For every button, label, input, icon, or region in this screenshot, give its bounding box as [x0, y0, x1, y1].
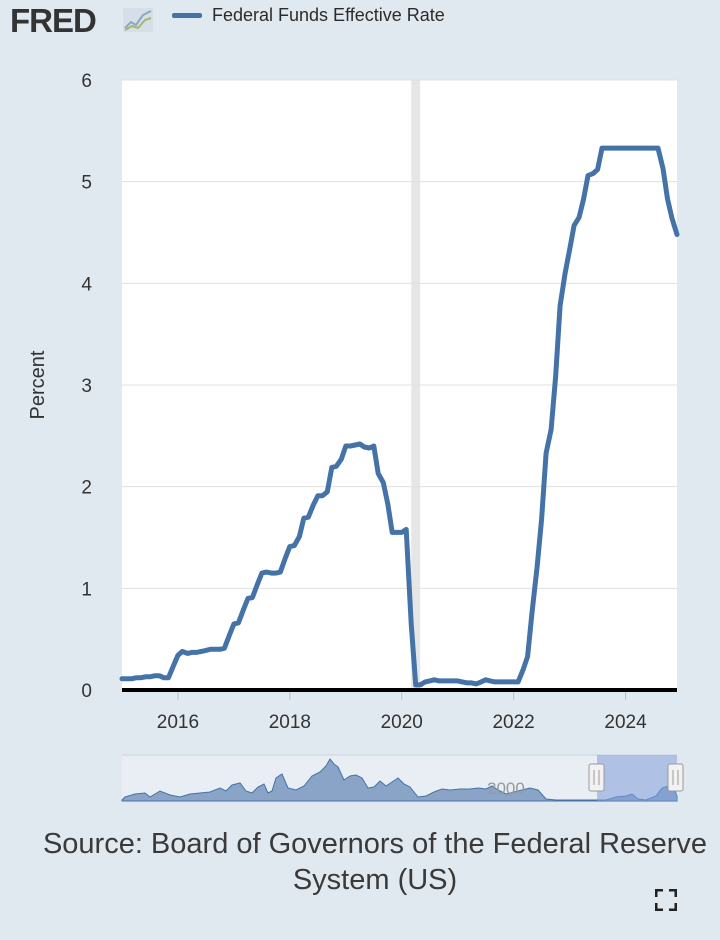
source-note: Source: Board of Governors of the Federa…: [42, 828, 708, 896]
y-tick-label: 2: [81, 478, 92, 499]
navigator-left-handle[interactable]: [588, 763, 605, 792]
navigator-year-label: 2000: [487, 779, 525, 798]
x-tick-label: 2016: [157, 712, 199, 733]
fred-logo-graph-icon: [123, 8, 153, 32]
x-tick-label: 2024: [604, 712, 647, 733]
series-line-federal-funds-rate: [119, 145, 680, 688]
x-tick-label: 2018: [269, 712, 311, 733]
navigator-right-handle[interactable]: [667, 763, 684, 792]
fred-logo-text: FRED: [10, 2, 96, 36]
range-navigator[interactable]: 2000: [0, 0, 720, 820]
x-tick-label: 2022: [492, 712, 534, 733]
legend-label: Federal Funds Effective Rate: [212, 4, 445, 25]
y-tick-label: 0: [81, 681, 92, 702]
navigator-selected-range[interactable]: [597, 755, 677, 801]
line-chart[interactable]: 0 1 2 3 4 5 6 2016 2018 2020 2022 2024 Percent: [0, 0, 720, 820]
y-tick-label: 3: [81, 376, 92, 397]
y-tick-label: 1: [81, 579, 92, 600]
fred-logo[interactable]: FRED: [10, 2, 160, 36]
y-tick-label: 4: [81, 274, 92, 295]
legend-swatch: [172, 12, 202, 18]
x-tick-label: 2020: [381, 712, 423, 733]
y-axis-label: Percent: [27, 350, 49, 419]
legend[interactable]: Federal Funds Effective Rate: [172, 2, 445, 28]
y-axis-tick-labels: 0 1 2 3 4 5 6: [81, 71, 92, 702]
y-tick-label: 5: [81, 173, 92, 194]
x-axis-tick-labels: 2016 2018 2020 2022 2024: [157, 712, 647, 733]
y-tick-label: 6: [81, 71, 92, 92]
fullscreen-icon[interactable]: [655, 889, 677, 911]
